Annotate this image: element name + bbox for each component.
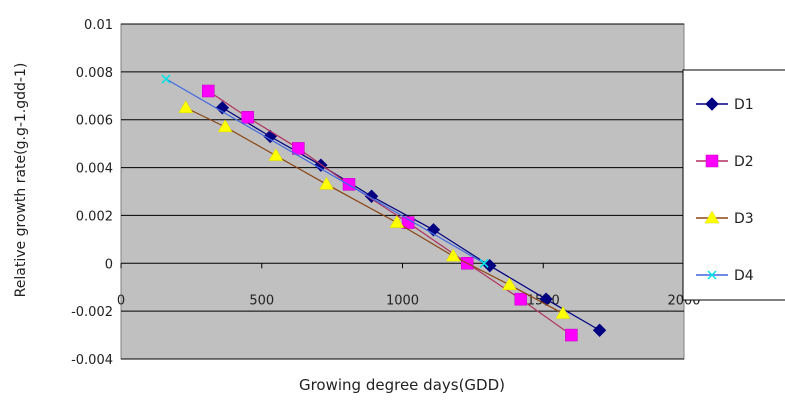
point-D3-6 [502, 277, 517, 291]
series-line-D1 [222, 107, 600, 331]
point-D2-3 [342, 178, 356, 191]
x-axis-label: Growing degree days(GDD) [299, 376, 505, 394]
series-line-D2 [207, 90, 572, 336]
legend-marker-D4 [707, 270, 717, 280]
point-D2-7 [565, 328, 578, 342]
legend-marker-D1 [705, 97, 719, 111]
series-line-D4 [165, 78, 485, 264]
point-D3-2 [268, 148, 284, 161]
legend-label-D2: D2 [734, 154, 754, 170]
point-D4-1 [479, 258, 489, 268]
point-D3-1 [217, 119, 233, 133]
legend-marker-D2 [705, 154, 719, 168]
point-D1-5 [483, 258, 497, 273]
y-tick-label-3: 0.002 [76, 209, 113, 224]
y-tick-label-5: 0.006 [76, 114, 113, 129]
legend-label-D3: D3 [734, 211, 754, 227]
point-D4-0-b [161, 74, 171, 84]
point-D4-0 [161, 74, 171, 84]
series-line-D3 [185, 107, 564, 315]
point-D1-7 [592, 323, 607, 337]
point-D2-6 [514, 292, 527, 306]
plot-area [120, 23, 685, 360]
point-D3-0 [178, 100, 194, 113]
point-D3-4 [389, 215, 405, 228]
legend-box [682, 69, 785, 301]
point-D1-0 [215, 101, 230, 115]
legend-label-D4: D4 [734, 268, 754, 284]
y-tick-label-6: 0.008 [76, 66, 113, 81]
x-tick-label-2: 1000 [386, 293, 419, 308]
x-tick-label-0: 0 [117, 293, 125, 308]
point-D3-3 [319, 176, 334, 190]
y-tick-label-2: 0 [105, 257, 113, 272]
y-tick-label-1: -0.002 [71, 305, 113, 320]
point-D2-2 [292, 142, 305, 155]
point-D3-7 [555, 306, 571, 319]
legend: D1 D2 D3 D4 [682, 69, 785, 301]
y-tick-label-7: 0.01 [84, 18, 113, 33]
y-axis-label: Relative growth rate(g.g-1.gdd-1) [13, 63, 29, 298]
point-D4-1-b [479, 258, 489, 268]
legend-marker-D3 [704, 210, 720, 224]
point-D3-5 [445, 248, 461, 262]
point-D2-1 [241, 111, 254, 124]
point-D2-0 [202, 84, 215, 98]
legend-label-D1: D1 [734, 97, 754, 113]
x-tick-label-1: 500 [249, 293, 274, 308]
legend-marker-D4-b [707, 270, 717, 280]
series-layer [161, 74, 607, 342]
y-tick-label-4: 0.004 [76, 162, 113, 177]
y-tick-label-0: -0.004 [71, 353, 113, 368]
